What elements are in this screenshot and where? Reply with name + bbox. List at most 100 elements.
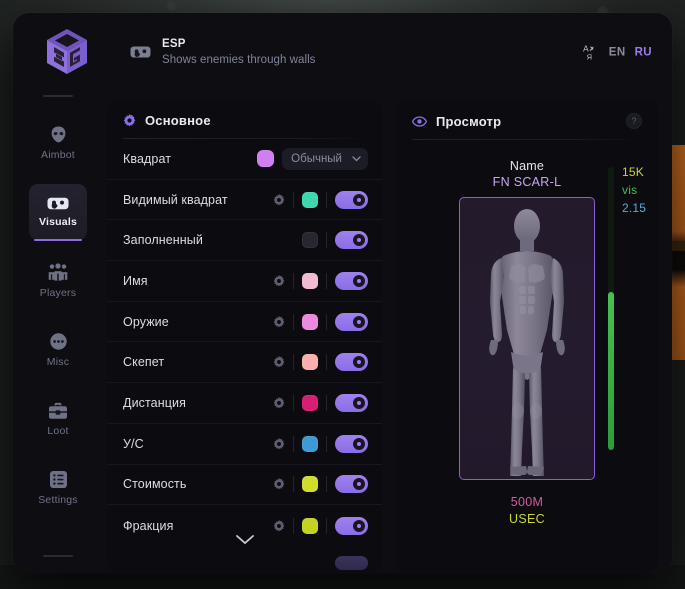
color-swatch[interactable] bbox=[302, 476, 318, 493]
list-icon bbox=[49, 470, 68, 489]
settings-row-distance: Дистанция bbox=[107, 383, 382, 424]
sidebar-label-aimbot: Aimbot bbox=[41, 149, 75, 161]
row-toggle[interactable] bbox=[335, 190, 368, 209]
stat-value: 15K bbox=[622, 165, 644, 179]
sidebar-label-settings: Settings bbox=[38, 494, 78, 506]
row-separator bbox=[326, 517, 327, 534]
toggle-knob bbox=[353, 519, 365, 532]
sidebar-item-loot[interactable]: Loot bbox=[29, 391, 87, 447]
color-swatch[interactable] bbox=[257, 150, 275, 168]
box-style-select[interactable]: Обычный bbox=[282, 147, 368, 170]
row-separator bbox=[326, 435, 327, 452]
sidebar-item-visuals[interactable]: Visuals bbox=[29, 184, 87, 241]
color-swatch[interactable] bbox=[302, 272, 318, 289]
toggle-knob bbox=[353, 478, 365, 491]
chevron-down-icon bbox=[235, 535, 254, 545]
weapon-label: FN SCAR-L bbox=[492, 175, 562, 189]
preview-panel: Просмотр ? Name FN SCAR-L bbox=[396, 99, 658, 573]
row-gear-icon[interactable] bbox=[273, 437, 285, 450]
toggle-knob bbox=[353, 437, 365, 450]
gear-glyph bbox=[273, 396, 285, 409]
help-button[interactable]: ? bbox=[626, 113, 642, 129]
sidebar-item-misc[interactable]: Misc bbox=[29, 322, 87, 378]
row-toggle[interactable] bbox=[335, 312, 368, 331]
row-gear-icon[interactable] bbox=[273, 274, 285, 287]
brand-logo bbox=[31, 27, 103, 77]
language-switcher[interactable]: A Я EN RU bbox=[583, 44, 652, 61]
row-gear-icon[interactable] bbox=[273, 356, 285, 368]
color-swatch[interactable] bbox=[302, 232, 318, 249]
preview-stage: Name FN SCAR-L bbox=[396, 140, 658, 573]
preview-panel-title: Просмотр bbox=[436, 113, 502, 129]
select-value: Обычный bbox=[291, 152, 342, 165]
sidebar-item-aimbot[interactable]: Aimbot bbox=[29, 115, 87, 171]
sidebar-item-settings[interactable]: Settings bbox=[29, 460, 87, 516]
settings-panel-header: Основное bbox=[107, 99, 382, 138]
toggle-knob bbox=[353, 193, 365, 206]
vr-goggles-icon bbox=[47, 196, 69, 211]
gear-icon bbox=[123, 114, 136, 127]
settings-row-filled: Заполненный bbox=[107, 220, 382, 262]
row-toggle[interactable] bbox=[335, 393, 368, 412]
row-toggle[interactable] bbox=[335, 556, 368, 570]
lang-option-ru[interactable]: RU bbox=[634, 46, 652, 58]
list-glyph bbox=[49, 471, 67, 488]
row-gear-icon[interactable] bbox=[273, 193, 285, 206]
row-gear-icon[interactable] bbox=[273, 519, 285, 532]
row-gear-icon[interactable] bbox=[273, 478, 285, 490]
settings-row-kd: У/С bbox=[107, 424, 382, 465]
color-swatch[interactable] bbox=[302, 517, 318, 534]
row-separator bbox=[293, 476, 294, 493]
preview-panel-header: Просмотр ? bbox=[396, 99, 658, 139]
alien-head-glyph bbox=[51, 126, 65, 143]
briefcase-glyph bbox=[49, 402, 67, 419]
row-toggle[interactable] bbox=[335, 434, 368, 453]
vr-goggles-glyph bbox=[130, 46, 150, 58]
player-name-label: Name bbox=[509, 159, 545, 173]
app-window: ESP Shows enemies through walls A Я EN R… bbox=[13, 13, 672, 573]
row-label: Имя bbox=[123, 273, 148, 288]
row-separator bbox=[293, 191, 294, 208]
row-separator bbox=[293, 272, 294, 289]
color-swatch[interactable] bbox=[302, 394, 318, 411]
gear-glyph bbox=[273, 315, 285, 327]
people-group-icon bbox=[48, 263, 68, 282]
row-toggle[interactable] bbox=[335, 231, 368, 250]
color-swatch[interactable] bbox=[302, 191, 318, 208]
row-label: Скепет bbox=[123, 355, 165, 370]
row-separator bbox=[293, 435, 294, 452]
dots-circle-glyph bbox=[49, 333, 67, 350]
vr-goggles-glyph bbox=[47, 197, 69, 210]
row-toggle[interactable] bbox=[335, 516, 368, 535]
row-separator bbox=[326, 272, 327, 289]
row-label: Видимый квадрат bbox=[123, 192, 228, 207]
stat-kd: 2.15 bbox=[622, 201, 647, 215]
settings-row-name: Имя bbox=[107, 261, 382, 302]
sidebar-nav: Aimbot Visuals bbox=[13, 91, 103, 573]
row-separator bbox=[293, 313, 294, 330]
eye-glyph bbox=[412, 115, 427, 127]
lang-option-en[interactable]: EN bbox=[608, 46, 626, 58]
entity-labels: Name FN SCAR-L bbox=[459, 158, 595, 191]
sidebar-item-players[interactable]: Players bbox=[29, 253, 87, 309]
row-toggle[interactable] bbox=[335, 353, 368, 372]
color-swatch[interactable] bbox=[302, 435, 318, 452]
toggle-knob bbox=[353, 356, 365, 369]
row-toggle[interactable] bbox=[335, 271, 368, 290]
row-label: Квадрат bbox=[123, 151, 172, 166]
row-toggle[interactable] bbox=[335, 475, 368, 494]
module-subtitle: Shows enemies through walls bbox=[162, 53, 316, 66]
row-gear-icon[interactable] bbox=[273, 396, 285, 409]
content-area: Основное Квадрат Обычный bbox=[103, 91, 672, 573]
module-identity: ESP Shows enemies through walls bbox=[129, 37, 315, 68]
settings-row-weapon: Оружие bbox=[107, 302, 382, 343]
row-gear-icon[interactable] bbox=[273, 315, 285, 328]
expand-more-button[interactable] bbox=[107, 534, 382, 545]
sidebar-bottom-divider bbox=[43, 555, 73, 557]
vr-goggles-icon bbox=[129, 41, 151, 63]
faction-label: USEC bbox=[509, 512, 545, 526]
color-swatch[interactable] bbox=[302, 313, 318, 330]
people-group-glyph bbox=[48, 263, 68, 281]
color-swatch[interactable] bbox=[302, 354, 318, 371]
translate-glyph: A Я bbox=[583, 44, 594, 61]
